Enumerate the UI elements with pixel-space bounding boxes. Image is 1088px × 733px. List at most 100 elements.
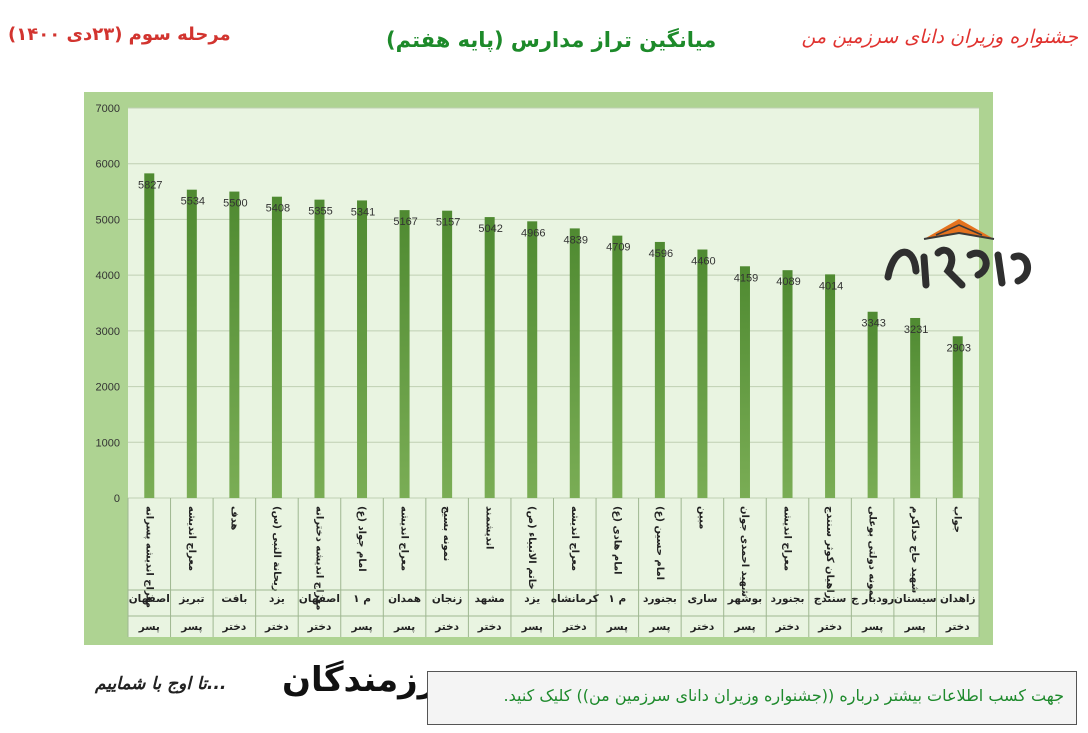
- data-label: 4596: [649, 248, 673, 260]
- data-label: 5408: [266, 203, 290, 215]
- category-school-label: معراج اندیشه: [569, 506, 580, 571]
- category-gender-label: دختر: [775, 621, 800, 633]
- data-label: 5042: [478, 223, 502, 235]
- category-city-label: م ۱: [608, 593, 626, 605]
- bar: [952, 336, 963, 498]
- category-gender-label: پسر: [606, 621, 628, 633]
- category-gender-label: دختر: [477, 621, 502, 633]
- category-school-label: شهید احمدی جوان: [739, 506, 750, 597]
- data-label: 4839: [564, 234, 588, 246]
- category-gender-label: پسر: [350, 621, 372, 633]
- data-label: 4460: [691, 256, 715, 268]
- slogan: تا اوج با شماییم...: [95, 674, 227, 694]
- razmandegan-logo: رزمندگان: [282, 660, 438, 700]
- category-city-label: م ۱: [353, 593, 371, 605]
- category-gender-label: دختر: [434, 621, 459, 633]
- bar: [229, 191, 240, 499]
- bar: [910, 317, 921, 498]
- category-city-label: زنجان: [432, 593, 462, 605]
- y-tick-label: 2000: [96, 382, 120, 394]
- y-tick-label: 4000: [96, 270, 120, 282]
- chart-title: میانگین تراز مدارس (پایه هفتم): [386, 28, 717, 52]
- y-tick-label: 7000: [96, 103, 120, 115]
- bar: [357, 200, 368, 498]
- category-school-label: امام حسین (ع): [654, 506, 665, 580]
- category-gender-label: پسر: [904, 621, 926, 633]
- vaziran-dana-logo: [884, 219, 1031, 289]
- bar: [186, 189, 197, 499]
- category-city-label: رودبار ج: [851, 593, 894, 605]
- y-tick-label: 3000: [96, 326, 120, 338]
- category-school-label: معراج اندیشه دخترانه: [313, 506, 324, 611]
- bar: [399, 210, 410, 499]
- category-city-label: کرمانشاه: [551, 593, 600, 605]
- data-label: 4159: [734, 272, 758, 284]
- category-school-label: شهید حاج خداکرم: [909, 506, 920, 593]
- category-city-label: سیستان: [894, 593, 937, 605]
- category-city-label: تبریز: [178, 593, 204, 605]
- data-label: 5355: [308, 206, 332, 218]
- data-label: 5341: [351, 206, 375, 218]
- bar: [867, 311, 878, 498]
- festival-title: جشنواره وزیران دانای سرزمین من: [801, 26, 1078, 48]
- bar: [527, 221, 538, 498]
- data-label: 4089: [776, 276, 800, 288]
- category-school-label: نمونه دولتی بوعلی: [867, 506, 878, 600]
- category-city-label: همدان: [388, 593, 421, 605]
- y-tick-label: 5000: [96, 214, 120, 226]
- bar: [654, 241, 665, 499]
- data-label: 5827: [138, 179, 162, 191]
- bar-chart: 0 1000 2000 3000 4000 5000 6000 7000 5827 5534 55…: [96, 103, 980, 637]
- bar: [825, 274, 836, 498]
- category-gender-label: دختر: [817, 621, 842, 633]
- category-gender-label: پسر: [138, 621, 160, 633]
- category-city-label: بجنورد: [771, 593, 805, 605]
- info-link-box[interactable]: جهت کسب اطلاعات بیشتر درباره ((جشنواره و…: [427, 671, 1077, 725]
- bar: [271, 196, 282, 498]
- info-link-text[interactable]: جهت کسب اطلاعات بیشتر درباره ((جشنواره و…: [503, 686, 1064, 705]
- category-gender-label: دختر: [307, 621, 332, 633]
- y-tick-label: 0: [114, 493, 120, 505]
- category-gender-label: پسر: [861, 621, 883, 633]
- y-tick-label: 6000: [96, 159, 120, 171]
- category-school-label: مبین: [696, 506, 707, 529]
- data-label: 4709: [606, 242, 630, 254]
- category-school-label: ریحانة النبی (س): [271, 506, 282, 592]
- category-city-label: یزد: [269, 593, 285, 605]
- category-city-label: ساری: [687, 593, 717, 605]
- category-city-label: بافت: [221, 593, 247, 605]
- category-school-label: نمونه بسیج: [441, 506, 452, 561]
- bar: [484, 217, 495, 498]
- data-label: 4966: [521, 227, 545, 239]
- category-school-label: هدف: [228, 506, 239, 530]
- category-city-label: اصفهان: [299, 593, 340, 605]
- stage-date: مرحله سوم (۲۳دی ۱۴۰۰): [8, 24, 231, 45]
- category-city-label: بوشهر: [727, 593, 762, 605]
- category-gender-label: دختر: [264, 621, 289, 633]
- category-city-label: سنندج: [814, 593, 847, 605]
- category-school-label: معراج اندیشه پسرانه: [143, 506, 154, 608]
- bar: [314, 199, 325, 498]
- bar: [782, 270, 793, 498]
- category-school-label: معراج اندیشه: [782, 506, 793, 571]
- category-gender-label: پسر: [393, 621, 415, 633]
- category-city-label: بجنورد: [643, 593, 677, 605]
- category-school-label: اندیشمند: [484, 506, 495, 549]
- bar: [144, 173, 155, 499]
- data-label: 4014: [819, 280, 843, 292]
- category-gender-label: پسر: [180, 621, 202, 633]
- bar: [569, 228, 580, 499]
- category-school-label: خاتم الانبیاء (ص): [526, 506, 537, 590]
- category-school-label: امام هادی (ع): [611, 506, 622, 575]
- category-school-label: امام جواد (ع): [356, 506, 367, 572]
- bar: [442, 210, 453, 498]
- category-gender-label: دختر: [690, 621, 715, 633]
- category-city-label: اصفهان: [129, 593, 170, 605]
- category-gender-label: دختر: [945, 621, 970, 633]
- y-tick-label: 1000: [96, 437, 120, 449]
- bar: [612, 235, 623, 499]
- data-label: 5157: [436, 217, 460, 229]
- category-gender-label: پسر: [648, 621, 670, 633]
- category-school-label: معراج اندیشه: [399, 506, 410, 571]
- data-label: 2903: [946, 342, 970, 354]
